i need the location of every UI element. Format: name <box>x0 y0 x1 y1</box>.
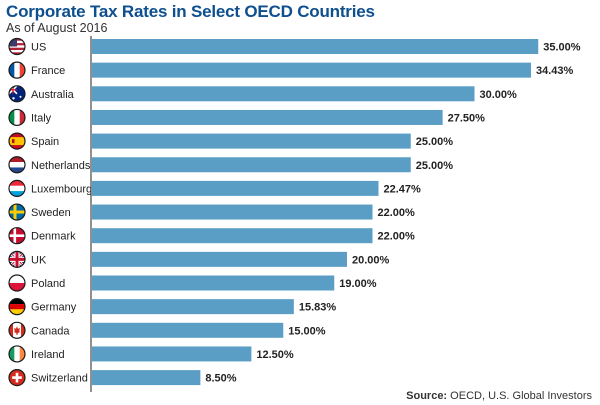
chart-subtitle: As of August 2016 <box>6 21 108 35</box>
value-label: 35.00% <box>543 42 581 54</box>
value-label: 15.83% <box>299 302 337 314</box>
bar <box>92 370 201 386</box>
flags-layer <box>8 37 26 387</box>
value-label: 22.00% <box>378 231 416 243</box>
us-flag-icon <box>8 37 26 56</box>
uk-flag-icon <box>8 250 26 268</box>
bar <box>92 180 379 196</box>
category-label: Netherlands <box>31 160 91 172</box>
bar <box>92 204 373 220</box>
poland-flag-icon <box>8 274 26 292</box>
france-flag-icon <box>8 61 26 79</box>
category-label: UK <box>31 254 47 266</box>
bars-layer <box>92 39 539 386</box>
bar <box>92 62 531 78</box>
sweden-flag-icon <box>8 203 26 221</box>
denmark-flag-icon <box>8 227 26 245</box>
spain-flag-icon <box>8 132 26 150</box>
source-label: Source: <box>406 390 448 402</box>
chart-title: Corporate Tax Rates in Select OECD Count… <box>6 2 375 21</box>
value-label: 34.43% <box>536 65 574 77</box>
category-label: Australia <box>31 89 75 101</box>
bar <box>92 39 539 54</box>
bar <box>92 86 475 102</box>
switzerland-flag-icon <box>8 369 26 387</box>
bar <box>92 299 294 315</box>
bar <box>92 133 411 149</box>
canada-flag-icon <box>8 321 26 339</box>
bar <box>92 109 443 125</box>
category-labels: US France Australia Italy Spain Netherlands Lu… <box>31 42 92 385</box>
value-label: 19.00% <box>339 278 377 290</box>
australia-flag-icon <box>8 85 26 103</box>
category-label: Canada <box>31 325 70 337</box>
value-label: 25.00% <box>416 160 454 172</box>
netherlands-flag-icon <box>8 156 26 174</box>
bar <box>92 251 347 267</box>
category-label: Switzerland <box>31 373 88 385</box>
luxembourg-flag-icon <box>8 179 26 197</box>
ireland-flag-icon <box>8 345 26 363</box>
value-labels: 35.00% 34.43% 30.00% 27.50% 25.00% 25.00% 22.4… <box>205 42 580 385</box>
italy-flag-icon <box>8 108 26 127</box>
value-label: 12.50% <box>256 349 294 361</box>
bar <box>92 322 284 338</box>
value-label: 22.47% <box>383 183 421 195</box>
bar <box>92 346 252 362</box>
category-label: US <box>31 42 46 54</box>
value-label: 20.00% <box>352 254 390 266</box>
category-label: Luxembourg <box>31 183 92 195</box>
bar <box>92 157 411 173</box>
chart-source: Source: OECD, U.S. Global Investors <box>406 390 592 402</box>
category-label: France <box>31 65 65 77</box>
category-label: Germany <box>31 302 77 314</box>
category-label: Sweden <box>31 207 71 219</box>
source-text: OECD, U.S. Global Investors <box>450 390 592 402</box>
category-label: Ireland <box>31 349 65 361</box>
germany-flag-icon <box>8 298 26 316</box>
category-label: Poland <box>31 278 65 290</box>
value-label: 8.50% <box>205 373 236 385</box>
value-label: 27.50% <box>448 112 486 124</box>
category-label: Spain <box>31 136 59 148</box>
value-label: 25.00% <box>416 136 454 148</box>
value-label: 15.00% <box>288 325 326 337</box>
value-label: 30.00% <box>480 89 518 101</box>
bar <box>92 275 335 291</box>
value-label: 22.00% <box>378 207 416 219</box>
category-label: Denmark <box>31 231 76 243</box>
bar <box>92 228 373 244</box>
category-label: Italy <box>31 112 52 124</box>
